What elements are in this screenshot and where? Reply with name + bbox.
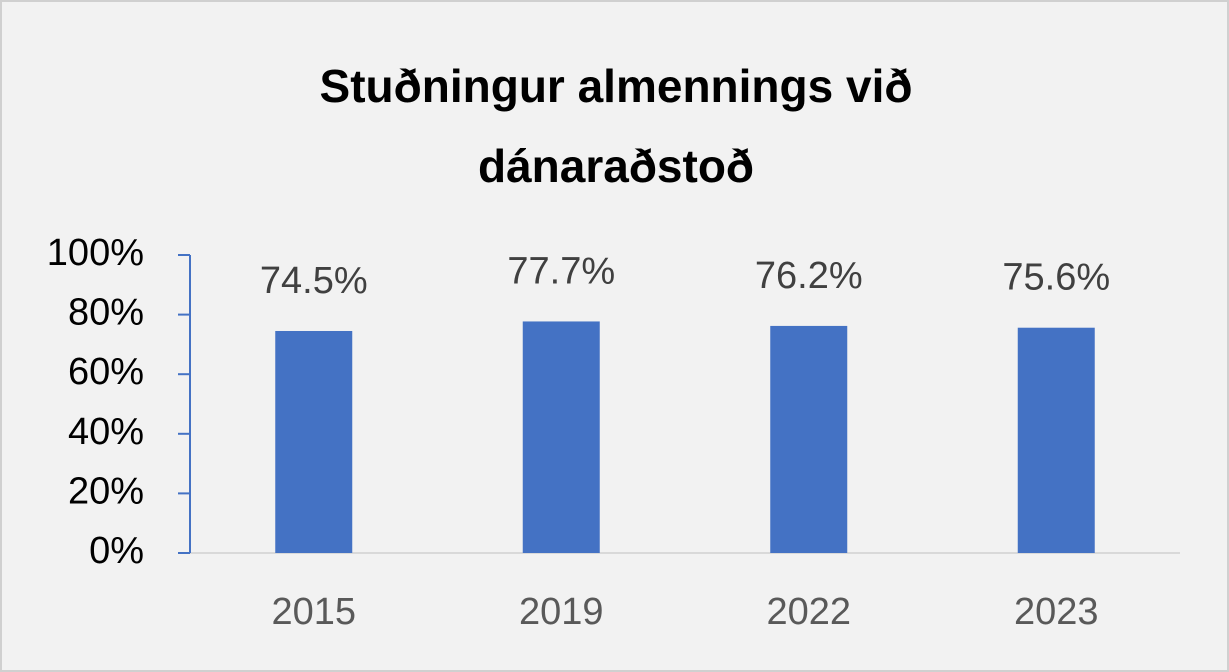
chart-title: Stuðningur almennings við dánaraðstoð (319, 60, 913, 192)
value-label: 74.5% (260, 260, 368, 302)
bar (1017, 327, 1095, 553)
value-label: 77.7% (507, 250, 615, 292)
bar (770, 325, 848, 553)
y-tick-label: 60% (68, 351, 144, 393)
x-tick-label: 2022 (766, 591, 851, 633)
x-tick-label: 2015 (271, 591, 356, 633)
y-tick-label: 80% (68, 292, 144, 334)
y-tick-label: 0% (89, 530, 144, 572)
value-label: 76.2% (755, 255, 863, 297)
bar (275, 330, 353, 553)
bar (522, 321, 600, 553)
x-tick-label: 2019 (519, 591, 604, 633)
y-tick-label: 40% (68, 411, 144, 453)
y-tick-label: 20% (68, 470, 144, 512)
value-label: 75.6% (1002, 257, 1110, 299)
y-tick-label: 100% (47, 232, 144, 274)
x-tick-label: 2023 (1014, 591, 1099, 633)
